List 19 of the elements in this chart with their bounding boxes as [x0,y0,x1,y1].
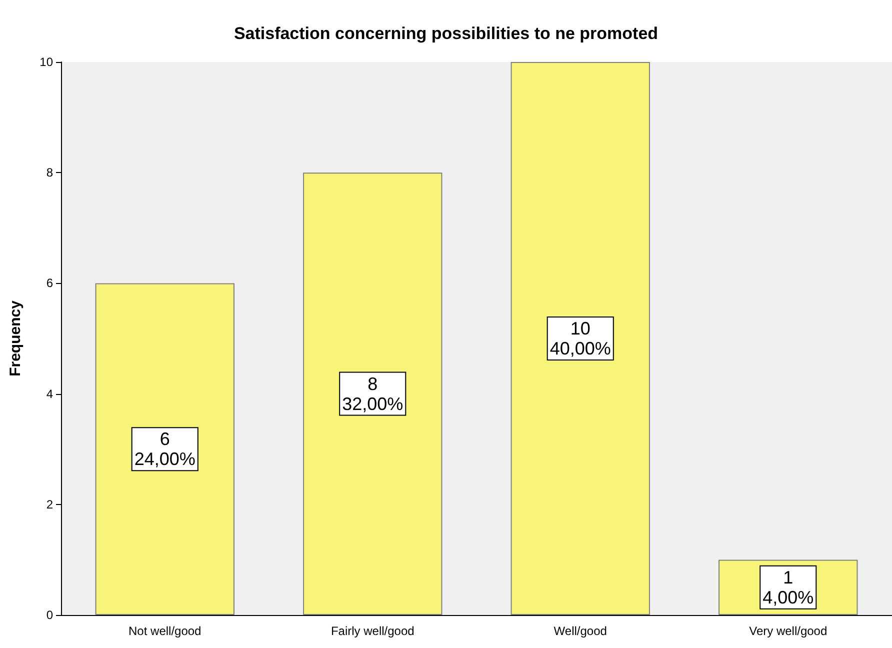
y-tick-label: 0 [46,608,54,622]
bar [303,172,442,615]
y-tick-label: 4 [46,386,54,401]
x-tick-label: Not well/good [128,624,202,638]
y-tick-label: 10 [40,55,54,69]
x-tick-label: Fairly well/good [330,624,414,638]
y-tick-label: 8 [46,166,54,180]
x-tick-label: Well/good [554,624,607,638]
bar [510,62,650,615]
y-axis-title: Frequency [7,300,24,376]
chart-title: Satisfaction concerning possibilities to ne promoted [234,24,658,43]
data-label: 10 40,00% [550,318,611,358]
data-label: 1 4,00% [762,567,814,608]
y-tick-label: 2 [46,497,54,512]
data-label: 8 32,00% [342,374,404,414]
data-label: 6 24,00% [134,429,196,470]
x-tick-label: Very well/good [749,624,828,638]
y-tick-label: 6 [46,276,54,290]
bar [95,283,234,615]
